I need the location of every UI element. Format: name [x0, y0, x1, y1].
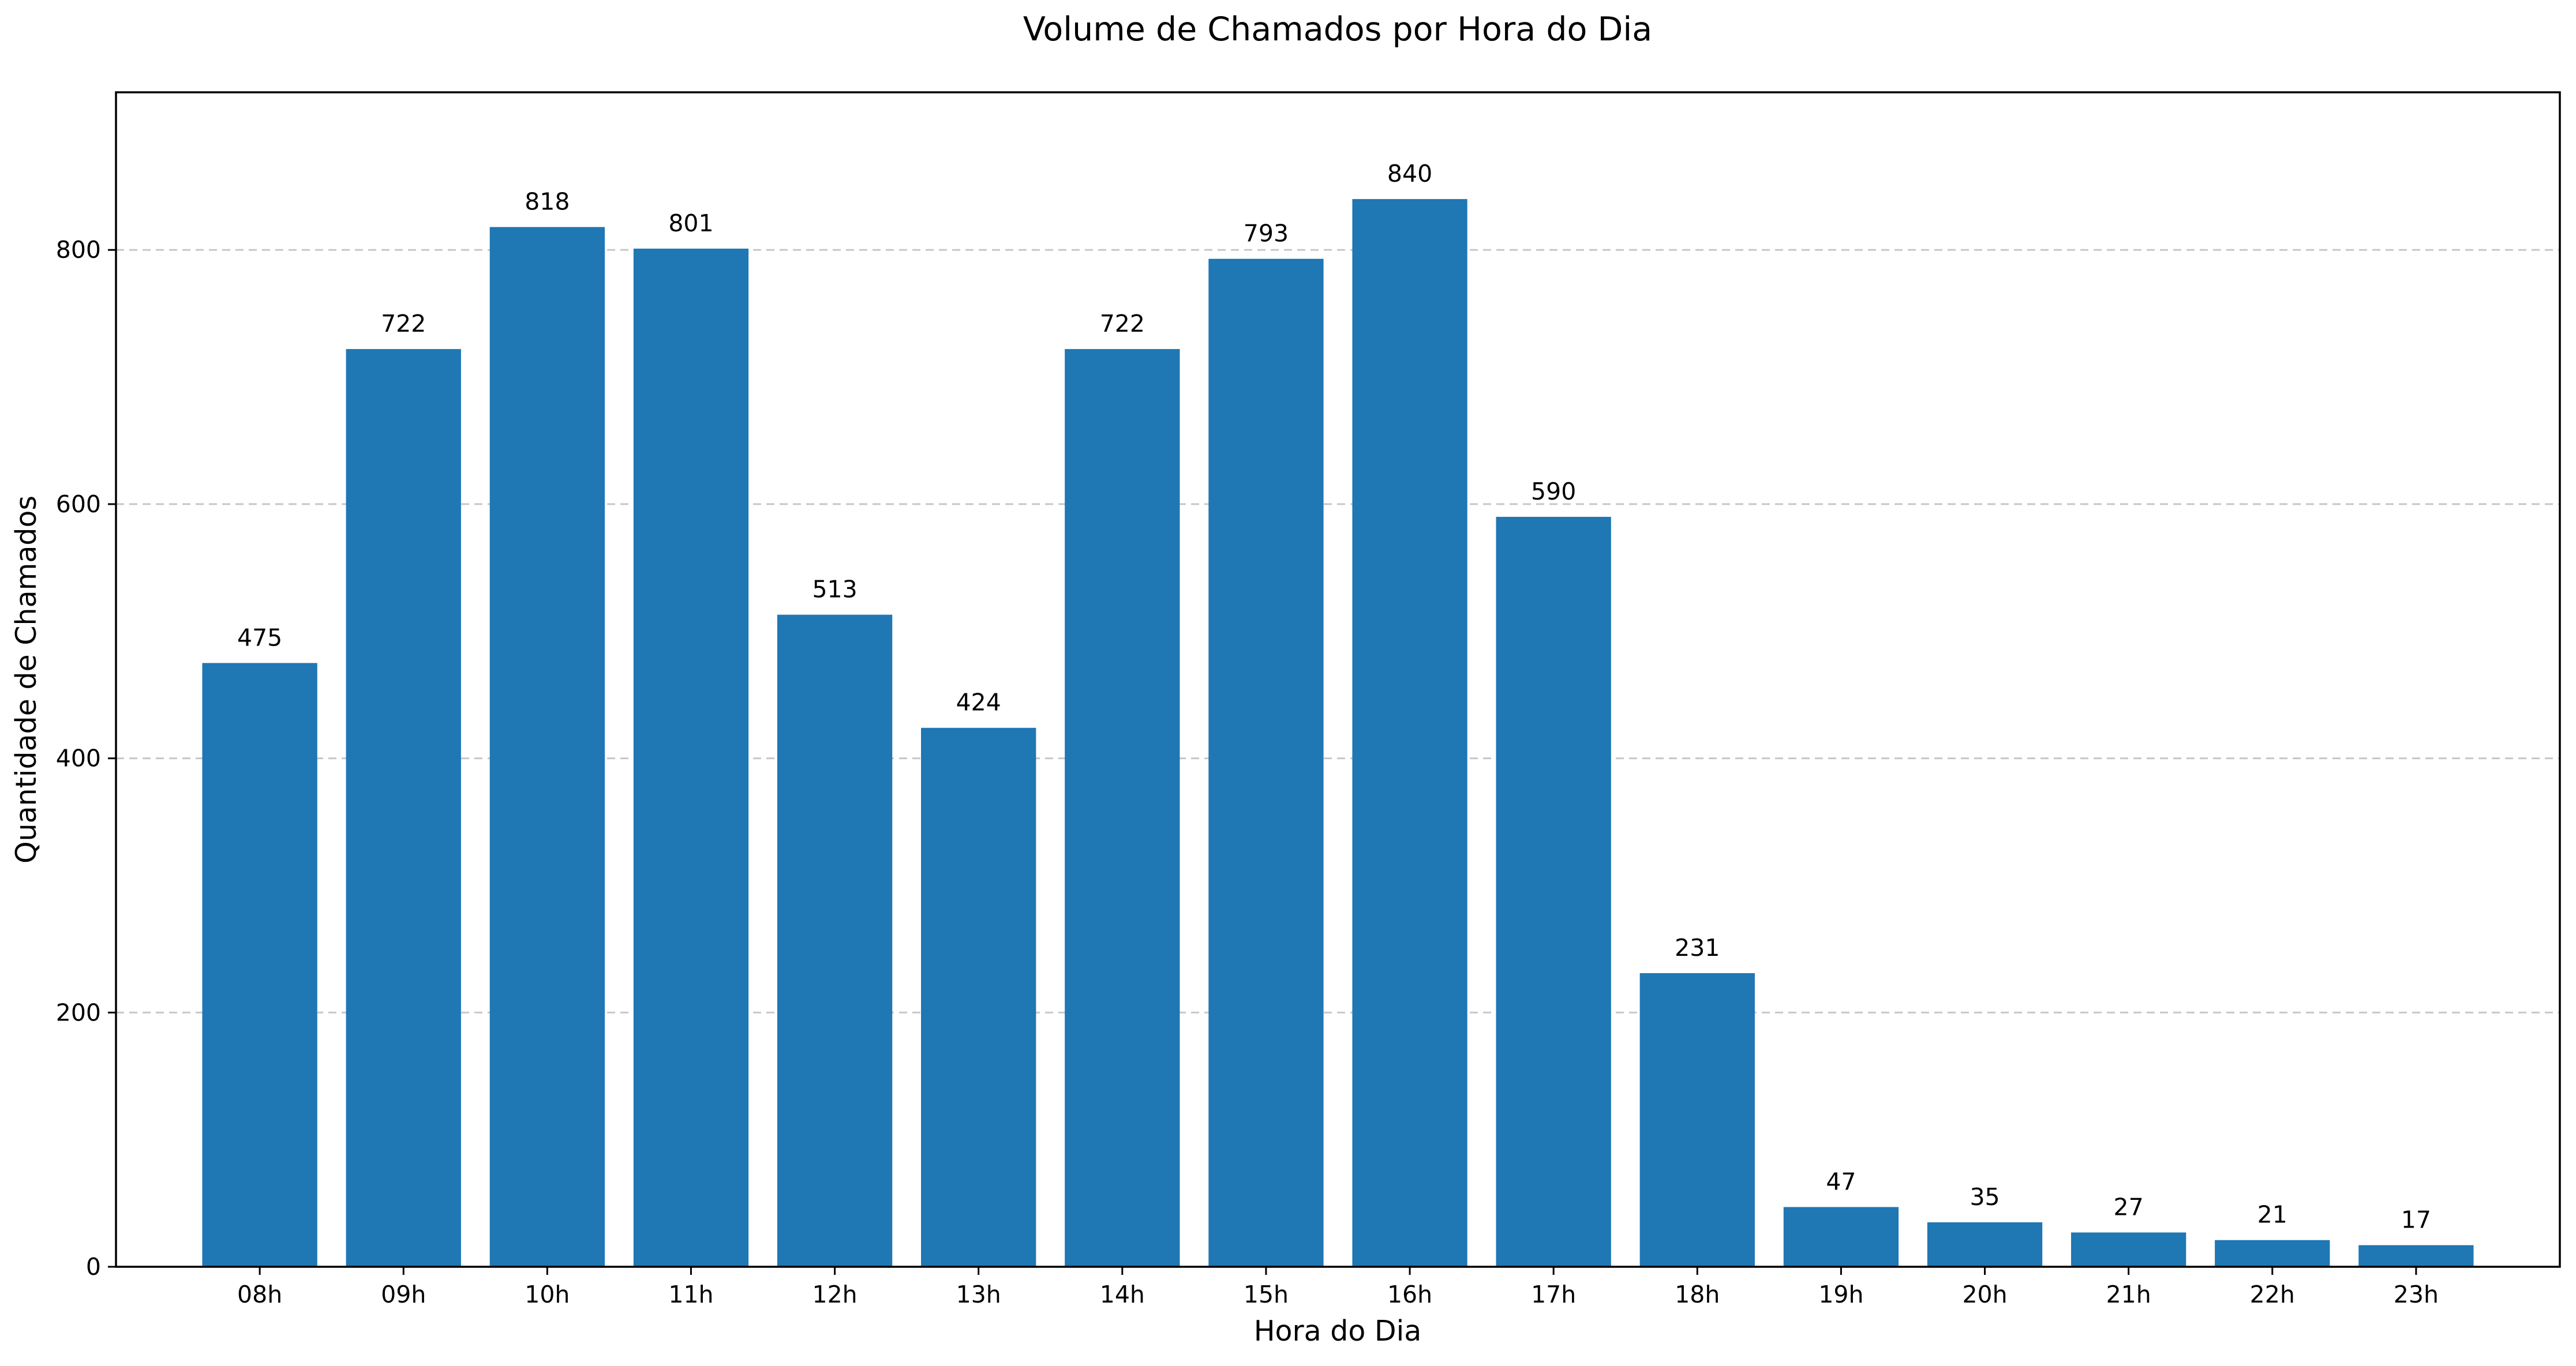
bar-14h [1065, 349, 1180, 1267]
y-tick-label: 800 [56, 236, 101, 264]
x-tick-label: 12h [813, 1281, 858, 1308]
x-tick-label: 14h [1100, 1281, 1145, 1308]
grid-lines [116, 249, 2560, 1014]
data-label: 793 [1244, 220, 1289, 247]
data-label: 513 [812, 576, 857, 603]
x-tick-label: 22h [2250, 1281, 2295, 1308]
bar-16h [1352, 199, 1467, 1267]
x-tick-label: 16h [1387, 1281, 1432, 1308]
x-tick-label: 11h [668, 1281, 713, 1308]
x-tick-label: 21h [2106, 1281, 2151, 1308]
chart-title: Volume de Chamados por Hora do Dia [1023, 10, 1652, 48]
bar-18h [1639, 973, 1755, 1267]
y-tick-label: 600 [56, 490, 101, 518]
data-label: 424 [956, 689, 1001, 716]
x-axis-label: Hora do Dia [1254, 1315, 1422, 1348]
x-axis-ticks: 08h 09h 10h 11h 12h 13h 14h 15h 16h 17h 18h 19h 20h 2… [237, 1267, 2439, 1308]
y-tick-label: 200 [56, 999, 101, 1026]
data-label: 47 [1826, 1168, 1856, 1195]
data-label: 27 [2114, 1194, 2144, 1221]
data-label: 35 [1970, 1183, 2000, 1211]
bar-10h [489, 227, 605, 1267]
x-tick-label: 20h [1962, 1281, 2007, 1308]
data-label: 21 [2257, 1201, 2287, 1229]
y-tick-label: 400 [56, 745, 101, 772]
bar-11h [633, 249, 749, 1267]
y-axis-ticks: 0 200 400 600 800 [56, 236, 116, 1281]
x-tick-label: 10h [525, 1281, 570, 1308]
x-tick-label: 18h [1675, 1281, 1720, 1308]
data-label: 475 [237, 624, 282, 651]
bar-20h [1927, 1222, 2043, 1267]
x-tick-label: 09h [381, 1281, 426, 1308]
bar-09h [346, 349, 461, 1267]
data-label: 590 [1531, 478, 1576, 505]
x-tick-label: 08h [237, 1281, 282, 1308]
x-tick-label: 13h [956, 1281, 1001, 1308]
bar-23h [2358, 1245, 2474, 1267]
bar-13h [921, 727, 1036, 1267]
bar-12h [777, 614, 893, 1267]
bar-22h [2215, 1240, 2330, 1267]
y-axis-label: Quantidade de Chamados [10, 496, 43, 864]
data-label: 840 [1387, 160, 1432, 187]
data-label: 818 [525, 188, 570, 216]
x-tick-label: 15h [1244, 1281, 1289, 1308]
bar-08h [202, 663, 317, 1267]
y-tick-label: 0 [86, 1253, 101, 1281]
data-label: 231 [1675, 934, 1720, 962]
plot-area-frame [115, 91, 2561, 1268]
bar-17h [1496, 516, 1611, 1267]
data-labels: 475 722 818 801 513 424 722 793 840 590 231 47 35 27 2… [237, 160, 2431, 1233]
x-tick-label: 17h [1531, 1281, 1576, 1308]
x-tick-label: 19h [1818, 1281, 1863, 1308]
data-label: 722 [1100, 310, 1145, 337]
x-tick-label: 23h [2394, 1281, 2439, 1308]
bar-21h [2071, 1232, 2186, 1267]
bars [202, 199, 2474, 1267]
data-label: 722 [381, 310, 426, 337]
bar-19h [1783, 1207, 1899, 1267]
data-label: 801 [668, 209, 713, 237]
data-label: 17 [2401, 1206, 2431, 1234]
bar-15h [1208, 258, 1324, 1267]
